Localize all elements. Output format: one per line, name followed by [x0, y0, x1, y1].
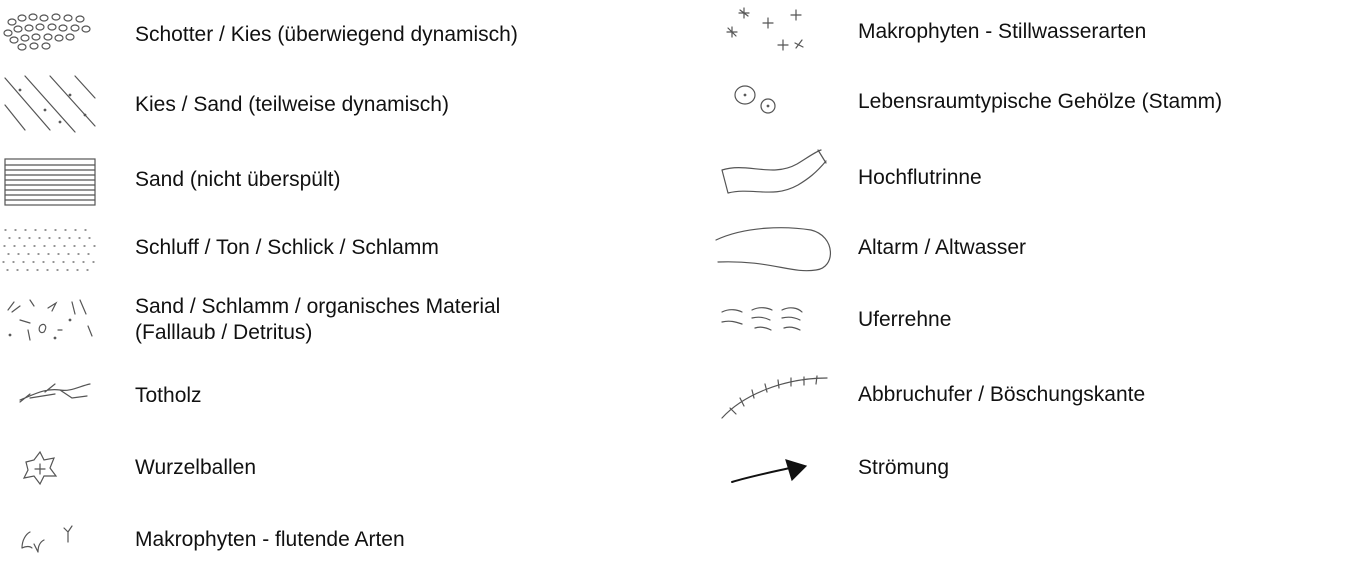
icon-current — [731, 459, 808, 483]
icon-organic — [7, 299, 93, 341]
legend-label: Uferrehne — [858, 307, 951, 333]
legend-label-line: Schluff / Ton / Schlick / Schlamm — [135, 236, 439, 259]
legend-label-line: Kies / Sand (teilweise dynamisch) — [135, 93, 449, 116]
icon-oxbow — [715, 227, 831, 272]
icon-trees — [734, 85, 776, 114]
legend-label-line: Sand (nicht überspült) — [135, 168, 341, 191]
legend-label: Hochflutrinne — [858, 165, 982, 191]
legend-label-line: Uferrehne — [858, 308, 952, 331]
legend-label-line: Wurzelballen — [135, 456, 257, 479]
legend-label: Sand / Schlamm / organisches Material (Fa… — [135, 294, 500, 346]
legend-label: Schluff / Ton / Schlick / Schlamm — [135, 235, 439, 261]
legend-label: Schotter / Kies (überwiegend dynamisch) — [135, 22, 518, 48]
legend-label: Sand (nicht überspült) — [135, 167, 340, 193]
legend-label: Altarm / Altwasser — [858, 235, 1026, 261]
legend-label-line: Makrophyten - Stillwasserarten — [858, 20, 1147, 43]
legend-label-line: Hochflutrinne — [858, 166, 982, 189]
legend-label-line: Sand / Schlamm / organisches Material — [135, 295, 501, 318]
legend-label-line: Abbruchufer / Böschungskante — [858, 383, 1146, 406]
legend-label: Totholz — [135, 383, 202, 409]
icon-steep-bank — [721, 375, 828, 419]
legend-label: Kies / Sand (teilweise dynamisch) — [135, 92, 449, 118]
legend-label: Makrophyten - flutende Arten — [135, 527, 405, 553]
icon-flood-channel — [721, 149, 827, 194]
legend-label: Lebensraumtypische Gehölze (Stamm) — [858, 89, 1222, 115]
icon-silt — [2, 229, 96, 271]
legend-label-line: Makrophyten - flutende Arten — [135, 528, 405, 551]
icon-levee — [721, 307, 803, 331]
icon-gravel — [3, 13, 91, 51]
icon-rootball — [22, 450, 58, 486]
legend-label-line: Totholz — [135, 384, 202, 407]
legend-label: Wurzelballen — [135, 455, 256, 481]
icon-floating-plants — [21, 525, 73, 553]
legend-label: Abbruchufer / Böschungskante — [858, 382, 1145, 408]
legend-label-line: Lebensraumtypische Gehölze (Stamm) — [858, 90, 1223, 113]
legend-label-line: (Falllaub / Detritus) — [135, 321, 313, 344]
icon-deadwood — [19, 383, 91, 403]
legend-label-line: Strömung — [858, 456, 950, 479]
legend-label-line: Altarm / Altwasser — [858, 236, 1027, 259]
legend-label: Strömung — [858, 455, 949, 481]
icon-stillwater-plants — [726, 7, 804, 51]
legend-label-line: Schotter / Kies (überwiegend dynamisch) — [135, 23, 518, 46]
icon-gravel-sand — [4, 75, 96, 133]
legend-label: Makrophyten - Stillwasserarten — [858, 19, 1146, 45]
icon-sand — [4, 158, 96, 206]
